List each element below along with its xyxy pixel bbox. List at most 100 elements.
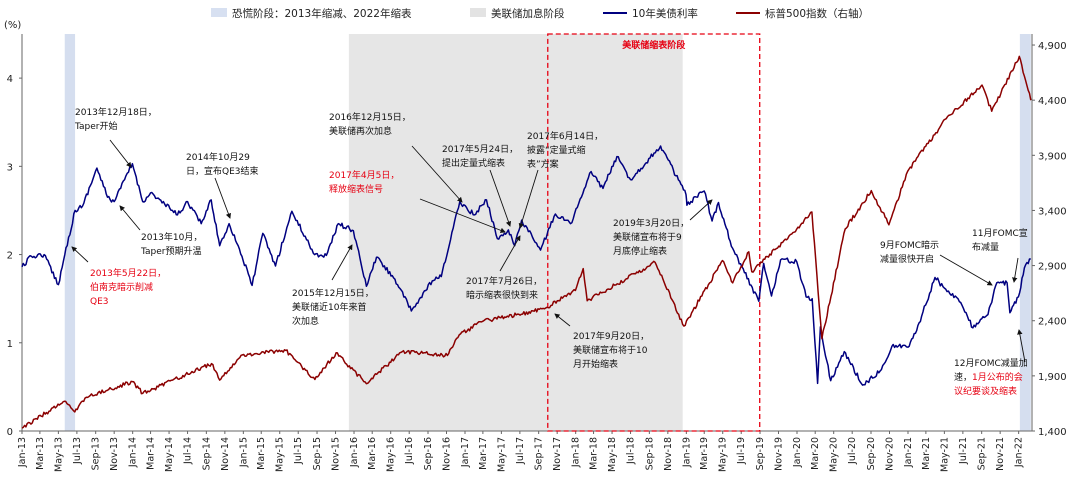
legend-label: 标普500指数（右轴） (765, 7, 869, 20)
annotation-arrow (518, 169, 539, 229)
x-tick-label: Nov-18 (663, 437, 674, 471)
right-tick-label: 2,400 (1038, 317, 1067, 328)
x-tick-label: Jan-18 (571, 437, 582, 468)
x-tick-label: Nov-15 (331, 437, 342, 471)
x-tick-label: May-13 (53, 437, 64, 472)
x-tick-label: Sep-18 (644, 437, 655, 470)
x-tick-label: Mar-17 (478, 437, 489, 470)
shaded-bands (64, 34, 1031, 431)
annotation-text: 减量很快开启 (880, 253, 934, 265)
x-tick-label: Jan-15 (238, 437, 249, 468)
annotation-text: 2017年4月5日， (329, 169, 399, 181)
right-tick-label: 3,900 (1038, 151, 1067, 162)
legend-swatch (470, 8, 486, 17)
annotation-text: 2017年6月14日， (527, 130, 603, 142)
x-tick-label: Mar-19 (699, 437, 710, 470)
right-tick-label: 1,900 (1038, 372, 1067, 383)
annotation-text: Taper预期升温 (140, 246, 201, 257)
x-tick-label: May-16 (386, 437, 397, 472)
x-tick-label: Nov-13 (109, 437, 120, 471)
x-tick-label: Jan-20 (792, 437, 803, 468)
right-tick-label: 1,400 (1038, 427, 1067, 438)
annotation-text: 月开始缩表 (573, 358, 618, 370)
x-tick-label: Jul-15 (293, 437, 304, 465)
x-tick-label: May-19 (718, 437, 729, 472)
x-tick-label: Jul-13 (72, 437, 83, 465)
annotation-text: 美联储宣布将于10 (573, 344, 648, 356)
annotation-text: QE3 (90, 297, 109, 307)
annotation-text: 速，1月公布的会 (954, 371, 1023, 383)
annotation-text: 美联储再次加息 (329, 125, 392, 137)
right-tick-label: 4,900 (1038, 41, 1067, 52)
x-tick-label: Jul-17 (515, 437, 526, 465)
x-tick-label: Sep-16 (423, 437, 434, 470)
x-tick-label: Jan-17 (460, 437, 471, 468)
annotation-arrow (489, 169, 512, 227)
x-tick-label: Nov-16 (441, 437, 452, 471)
left-tick-label: 1 (7, 339, 13, 350)
annotation-text: 2013年10月， (141, 231, 202, 243)
x-tick-label: Sep-21 (977, 437, 988, 470)
annotation-text: 次加息 (292, 315, 319, 327)
legend: 恐慌阶段：2013年缩减、2022年缩表 美联储加息阶段 10年美债利率 标普500指… (211, 7, 869, 20)
x-tick-label: Mar-16 (367, 437, 378, 470)
x-tick-label: May-14 (164, 437, 175, 472)
x-tick-label: Mar-20 (810, 437, 821, 470)
x-tick-label: May-17 (496, 437, 507, 472)
annotation-text: 表”方案 (527, 158, 559, 170)
x-tick-label: Jan-13 (17, 437, 28, 468)
x-tick-label: Sep-19 (755, 437, 766, 470)
annotation-arrow (1012, 257, 1019, 283)
annotation-text: 布减量 (972, 241, 999, 253)
annotation-text: 美联储宣布将于9 (613, 231, 682, 243)
x-tick-label: Mar-13 (35, 437, 46, 470)
annotation-text: 日，宣布QE3结束 (186, 165, 259, 177)
series-sp500-line (21, 55, 1032, 429)
annotation-arrow (419, 198, 506, 233)
annotation-arrow (939, 254, 993, 286)
x-tick-label: Jan-22 (1014, 437, 1025, 468)
qt-box-label: 美联储缩表阶段 (622, 39, 686, 51)
right-tick-label: 3,400 (1038, 206, 1067, 217)
x-tick-label: Mar-18 (589, 437, 600, 470)
series-lines (21, 55, 1032, 429)
annotation-arrow (499, 235, 521, 272)
annotation-arrow (331, 244, 353, 281)
annotation-text: 11月FOMC宣 (972, 227, 1028, 239)
x-tick-label: Mar-14 (146, 437, 157, 470)
series-10y-yield-line (21, 145, 1031, 386)
x-tick-label: Jan-21 (903, 437, 914, 468)
x-tick-label: Nov-21 (995, 437, 1006, 471)
left-tick-label: 0 (7, 427, 13, 438)
annotation-text: 2017年9月20日， (573, 330, 649, 342)
annotation-text: 9月FOMC暗示 (880, 239, 939, 251)
annotation-text: 2013年5月22日， (90, 267, 166, 279)
x-tick-label: Jan-16 (349, 437, 360, 468)
x-tick-label: Nov-14 (220, 437, 231, 471)
annotation-arrow (554, 313, 571, 327)
annotation-text: 2013年12月18日， (75, 106, 157, 118)
annotation-arrow (689, 199, 713, 221)
x-tick-label: Jul-18 (626, 437, 637, 465)
annotation-text: 议纪要谈及缩表 (954, 385, 1017, 397)
x-tick-label: Jul-19 (736, 437, 747, 465)
annotation-arrow (1017, 329, 1026, 363)
annotation-arrow (71, 246, 89, 263)
x-tick-label: May-20 (829, 437, 840, 472)
annotation-text: 美联储近10年来首 (292, 301, 366, 313)
annotation-text: 2014年10月29 (186, 151, 250, 163)
x-tick-label: May-18 (607, 437, 618, 472)
annotation-text: 2016年12月15日， (329, 111, 411, 123)
right-tick-label: 4,400 (1038, 96, 1067, 107)
left-tick-label: 4 (7, 74, 13, 85)
x-tick-label: Jul-20 (847, 437, 858, 465)
x-tick-label: Jul-14 (183, 437, 194, 465)
x-tick-label: Jul-16 (404, 437, 415, 465)
legend-label: 10年美债利率 (632, 7, 698, 20)
axes: 0 1 2 3 4 1,400 1,900 2,400 2,900 3,400 3,900 4,400… (7, 34, 1067, 472)
legend-label: 恐慌阶段：2013年缩减、2022年缩表 (232, 7, 412, 20)
x-tick-label: Nov-20 (884, 437, 895, 471)
annotation-text: 披露“定量式缩 (527, 144, 586, 156)
x-tick-label: Mar-15 (256, 437, 267, 470)
